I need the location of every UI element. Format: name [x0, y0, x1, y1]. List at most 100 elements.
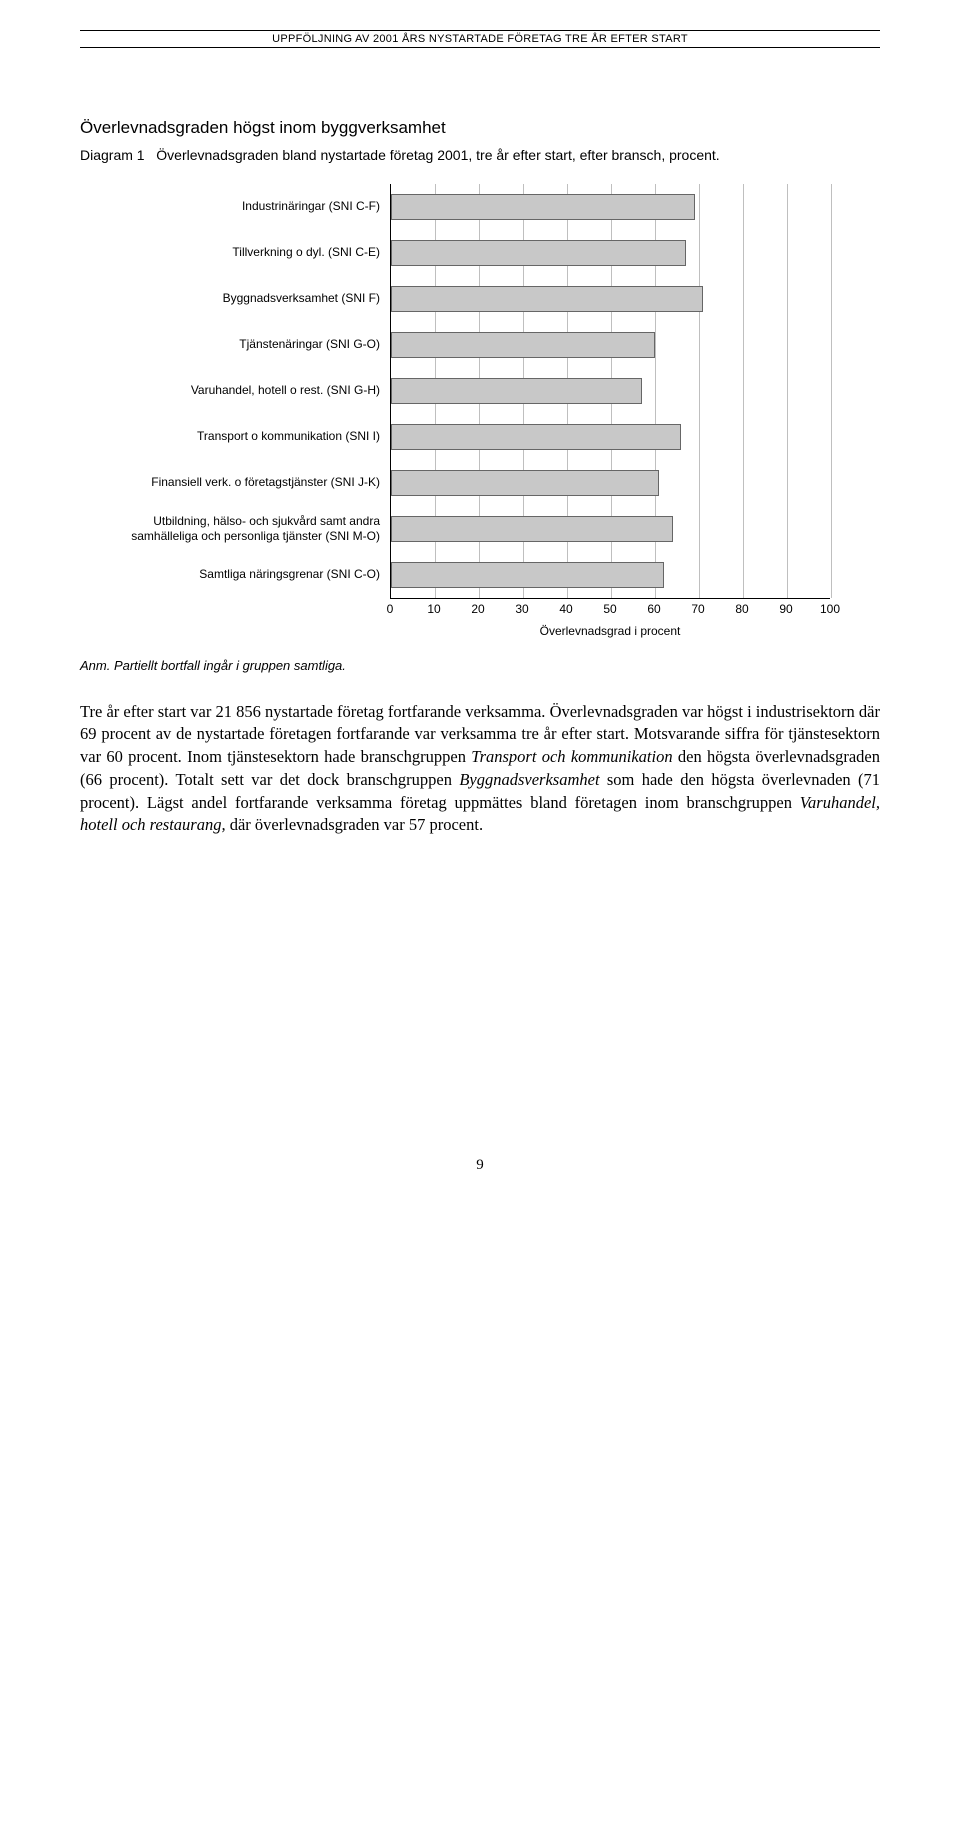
chart-plot-cell	[390, 368, 830, 414]
x-axis: 0 10 20 30 40 50 60 70 80 90 100	[90, 598, 880, 618]
gridline	[699, 184, 700, 230]
gridline	[787, 414, 788, 460]
diagram-caption-text: Överlevnadsgraden bland nystartade föret…	[156, 147, 719, 163]
gridline	[831, 460, 832, 506]
chart-footnote: Anm. Partiellt bortfall ingår i gruppen …	[80, 658, 880, 673]
chart-bar	[391, 194, 695, 220]
x-tick-label: 90	[779, 602, 792, 616]
body-paragraph: Tre år efter start var 21 856 nystartade…	[80, 701, 880, 838]
chart-plot-cell	[390, 460, 830, 506]
x-tick-label: 80	[735, 602, 748, 616]
chart-category-label: Samtliga näringsgrenar (SNI C-O)	[90, 552, 390, 598]
diagram-label: Diagram 1	[80, 147, 145, 163]
gridline	[743, 230, 744, 276]
x-tick-label: 20	[471, 602, 484, 616]
gridline	[831, 506, 832, 552]
survival-chart: Industrinäringar (SNI C-F)Tillverkning o…	[90, 184, 880, 638]
gridline	[743, 414, 744, 460]
x-tick-label: 30	[515, 602, 528, 616]
gridline	[831, 368, 832, 414]
chart-bar	[391, 516, 673, 542]
chart-category-label: Finansiell verk. o företagstjänster (SNI…	[90, 460, 390, 506]
chart-row: Varuhandel, hotell o rest. (SNI G-H)	[90, 368, 880, 414]
chart-row: Tjänstenäringar (SNI G-O)	[90, 322, 880, 368]
diagram-caption: Diagram 1 Överlevnadsgraden bland nystar…	[80, 146, 880, 166]
chart-bar	[391, 240, 686, 266]
gridline	[831, 414, 832, 460]
gridline	[787, 368, 788, 414]
section-title: Överlevnadsgraden högst inom byggverksam…	[80, 118, 880, 138]
axis-plot: 0102030405060708090100	[390, 598, 830, 618]
chart-bar	[391, 286, 703, 312]
gridline	[699, 230, 700, 276]
running-title-text: UPPFÖLJNING AV 2001 ÅRS NYSTARTADE FÖRET…	[272, 33, 688, 45]
gridline	[743, 552, 744, 598]
gridline	[831, 230, 832, 276]
italic-term: Transport och kommunikation	[471, 747, 672, 766]
gridline	[743, 276, 744, 322]
gridline	[655, 368, 656, 414]
gridline	[787, 276, 788, 322]
gridline	[787, 230, 788, 276]
chart-category-label: Varuhandel, hotell o rest. (SNI G-H)	[90, 368, 390, 414]
chart-bar	[391, 424, 681, 450]
x-axis-title-row: Överlevnadsgrad i procent	[90, 618, 880, 638]
x-tick-label: 70	[691, 602, 704, 616]
x-tick-label: 10	[427, 602, 440, 616]
gridline	[787, 460, 788, 506]
gridline	[831, 184, 832, 230]
chart-plot-cell	[390, 414, 830, 460]
italic-term: Varuhandel, hotell och restaurang,	[80, 793, 880, 835]
gridline	[787, 552, 788, 598]
gridline	[699, 460, 700, 506]
chart-bar	[391, 378, 642, 404]
gridline	[743, 184, 744, 230]
chart-category-label: Utbildning, hälso- och sjukvård samt and…	[90, 506, 390, 552]
chart-row: Finansiell verk. o företagstjänster (SNI…	[90, 460, 880, 506]
x-tick-label: 100	[820, 602, 840, 616]
gridline	[699, 414, 700, 460]
x-tick-label: 40	[559, 602, 572, 616]
chart-category-label: Byggnadsverksamhet (SNI F)	[90, 276, 390, 322]
gridline	[743, 368, 744, 414]
gridline	[699, 506, 700, 552]
gridline	[787, 184, 788, 230]
chart-row: Transport o kommunikation (SNI I)	[90, 414, 880, 460]
chart-row: Utbildning, hälso- och sjukvård samt and…	[90, 506, 880, 552]
chart-plot-cell	[390, 322, 830, 368]
gridline	[831, 322, 832, 368]
gridline	[699, 322, 700, 368]
gridline	[743, 506, 744, 552]
x-tick-label: 50	[603, 602, 616, 616]
gridline	[655, 322, 656, 368]
gridline	[699, 368, 700, 414]
page-number: 9	[80, 1157, 880, 1174]
chart-bar	[391, 332, 655, 358]
x-tick-label: 60	[647, 602, 660, 616]
gridline	[787, 322, 788, 368]
x-tick-label: 0	[387, 602, 394, 616]
chart-category-label: Transport o kommunikation (SNI I)	[90, 414, 390, 460]
chart-plot-cell	[390, 552, 830, 598]
chart-plot-cell	[390, 184, 830, 230]
chart-row: Samtliga näringsgrenar (SNI C-O)	[90, 552, 880, 598]
gridline	[831, 276, 832, 322]
gridline	[787, 506, 788, 552]
chart-bar	[391, 470, 659, 496]
chart-plot-cell	[390, 276, 830, 322]
x-axis-title: Överlevnadsgrad i procent	[390, 618, 830, 638]
chart-row: Tillverkning o dyl. (SNI C-E)	[90, 230, 880, 276]
axis-spacer	[90, 618, 390, 638]
chart-plot-cell	[390, 230, 830, 276]
gridline	[831, 552, 832, 598]
running-header: UPPFÖLJNING AV 2001 ÅRS NYSTARTADE FÖRET…	[80, 30, 880, 48]
chart-category-label: Industrinäringar (SNI C-F)	[90, 184, 390, 230]
chart-plot-cell	[390, 506, 830, 552]
chart-row: Byggnadsverksamhet (SNI F)	[90, 276, 880, 322]
chart-category-label: Tjänstenäringar (SNI G-O)	[90, 322, 390, 368]
gridline	[743, 460, 744, 506]
chart-bar	[391, 562, 664, 588]
italic-term: Byggnadsverksamhet	[459, 770, 599, 789]
gridline	[699, 552, 700, 598]
gridline	[743, 322, 744, 368]
